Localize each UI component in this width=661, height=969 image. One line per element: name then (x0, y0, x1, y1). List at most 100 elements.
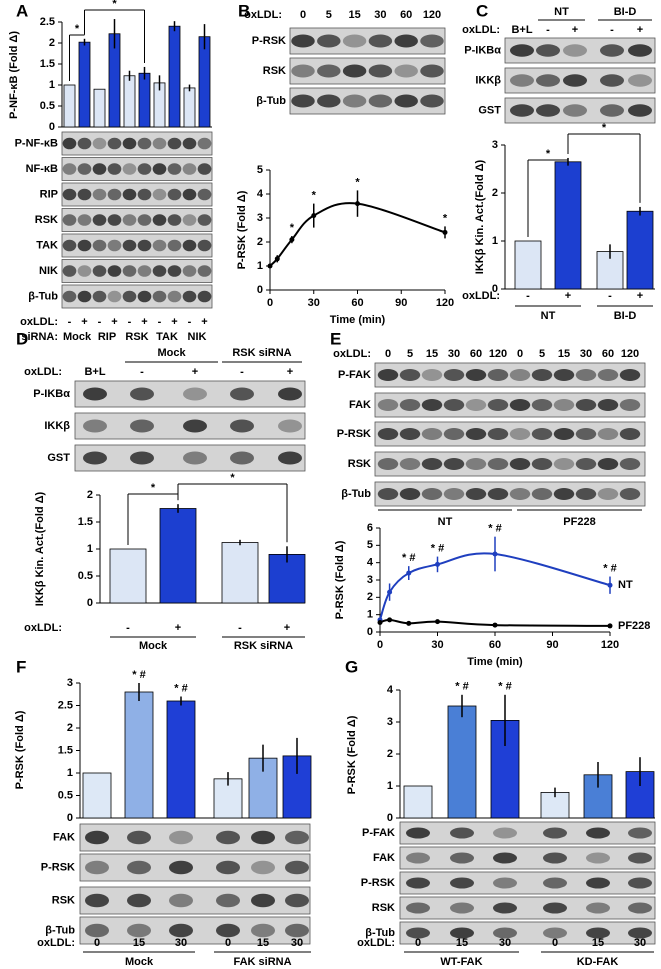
blot-row (74, 444, 306, 472)
y-tick-label: 1 (257, 260, 263, 272)
blot-band (130, 387, 154, 401)
blot-band (342, 34, 367, 48)
blot-band (107, 214, 122, 226)
blot-band (443, 428, 465, 440)
point (406, 570, 412, 576)
group-label: NT (554, 6, 569, 18)
blot-band (553, 399, 575, 411)
blot-band (182, 214, 197, 226)
blot-band (77, 137, 92, 150)
blot-band (575, 399, 597, 411)
blot-band (169, 830, 193, 845)
blot-band (575, 458, 597, 470)
blot-band (420, 94, 444, 108)
lane-axis-label: oxLDL: (244, 9, 282, 21)
bar (124, 691, 154, 819)
blot-band (553, 369, 575, 381)
blot-band (450, 877, 474, 889)
blot-band (92, 265, 107, 277)
blot-band (377, 399, 399, 411)
blot-band (465, 458, 487, 470)
blot-band (92, 290, 107, 303)
category-label: 0 (94, 937, 100, 949)
y-tick-label: 2.5 (58, 699, 73, 711)
blot-band (600, 44, 624, 57)
bar (63, 84, 76, 128)
y-tick-label: 5 (367, 539, 373, 551)
blot-band (368, 94, 393, 108)
bar (554, 161, 582, 290)
point (289, 237, 295, 243)
x-tick-label: 90 (546, 639, 558, 651)
y-tick-label: 1 (367, 609, 373, 621)
blot-band (285, 923, 309, 938)
bar (626, 210, 654, 290)
blot-band (122, 163, 137, 175)
blot-row-label: RSK (372, 902, 395, 914)
blot-row (79, 823, 311, 852)
blot-band (197, 188, 212, 201)
group-label: BI-D (614, 6, 637, 18)
blot-band (543, 927, 567, 939)
blot-band (216, 923, 240, 938)
blot-band (130, 419, 154, 433)
blot-band (377, 369, 399, 381)
blot-row-label: RSK (52, 894, 75, 906)
blot-band (137, 188, 152, 201)
blot-band (183, 419, 207, 433)
blot-band (597, 488, 619, 500)
category-label: 15 (257, 937, 269, 949)
blot-band (62, 290, 77, 303)
blot-band (169, 893, 193, 908)
blot-band (619, 399, 641, 411)
point (311, 213, 317, 219)
blot-band (167, 214, 182, 226)
x-tick-label: 30 (308, 297, 320, 309)
blot-band (317, 64, 341, 78)
group-label: PF228 (563, 516, 595, 528)
blot-band (487, 458, 509, 470)
lane-label: 0 (385, 348, 391, 360)
point (274, 256, 280, 262)
blot-band (619, 458, 641, 470)
blot-band (285, 860, 309, 875)
y-axis-title: P-RSK (Fold Δ) (236, 190, 248, 269)
significance: * # (603, 562, 616, 574)
blot-band (619, 369, 641, 381)
blot-row-label: P-FAK (362, 827, 395, 839)
blot-row-label: β-Tub (341, 488, 371, 500)
bar (403, 785, 433, 819)
y-tick-label: 1.5 (78, 516, 93, 528)
blot-band (137, 163, 152, 175)
point (607, 582, 613, 588)
blot-band (377, 458, 399, 470)
blot-row-label: P-RSK (337, 428, 371, 440)
blot-band (83, 387, 107, 401)
blot-band (368, 34, 393, 48)
lane-label: 15 (348, 9, 360, 21)
category-label: - (126, 622, 130, 634)
lane-label: 30 (374, 9, 386, 21)
blot-band (77, 163, 92, 175)
blot-band (443, 399, 465, 411)
blot-band (406, 877, 430, 889)
significance: * (290, 222, 295, 234)
blot-band (167, 188, 182, 201)
lane-label: 120 (423, 9, 441, 21)
blot-row-label: P-RSK (361, 877, 395, 889)
group-label: RSK siRNA (234, 640, 293, 652)
group-label: Mock (125, 956, 154, 968)
y-tick-label: 1.5 (58, 744, 73, 756)
lane-label: 30 (448, 348, 460, 360)
blot-row-label: RSK (263, 65, 286, 77)
blot-row-label: GST (47, 452, 70, 464)
point (607, 623, 613, 629)
blot-band (510, 74, 534, 87)
blot-band (399, 399, 421, 411)
category-label: + (565, 290, 571, 302)
y-tick-label: 3 (367, 574, 373, 586)
blot-row (79, 916, 311, 945)
blot-band (575, 369, 597, 381)
bar (221, 542, 259, 604)
group-label: NIK (188, 331, 207, 343)
